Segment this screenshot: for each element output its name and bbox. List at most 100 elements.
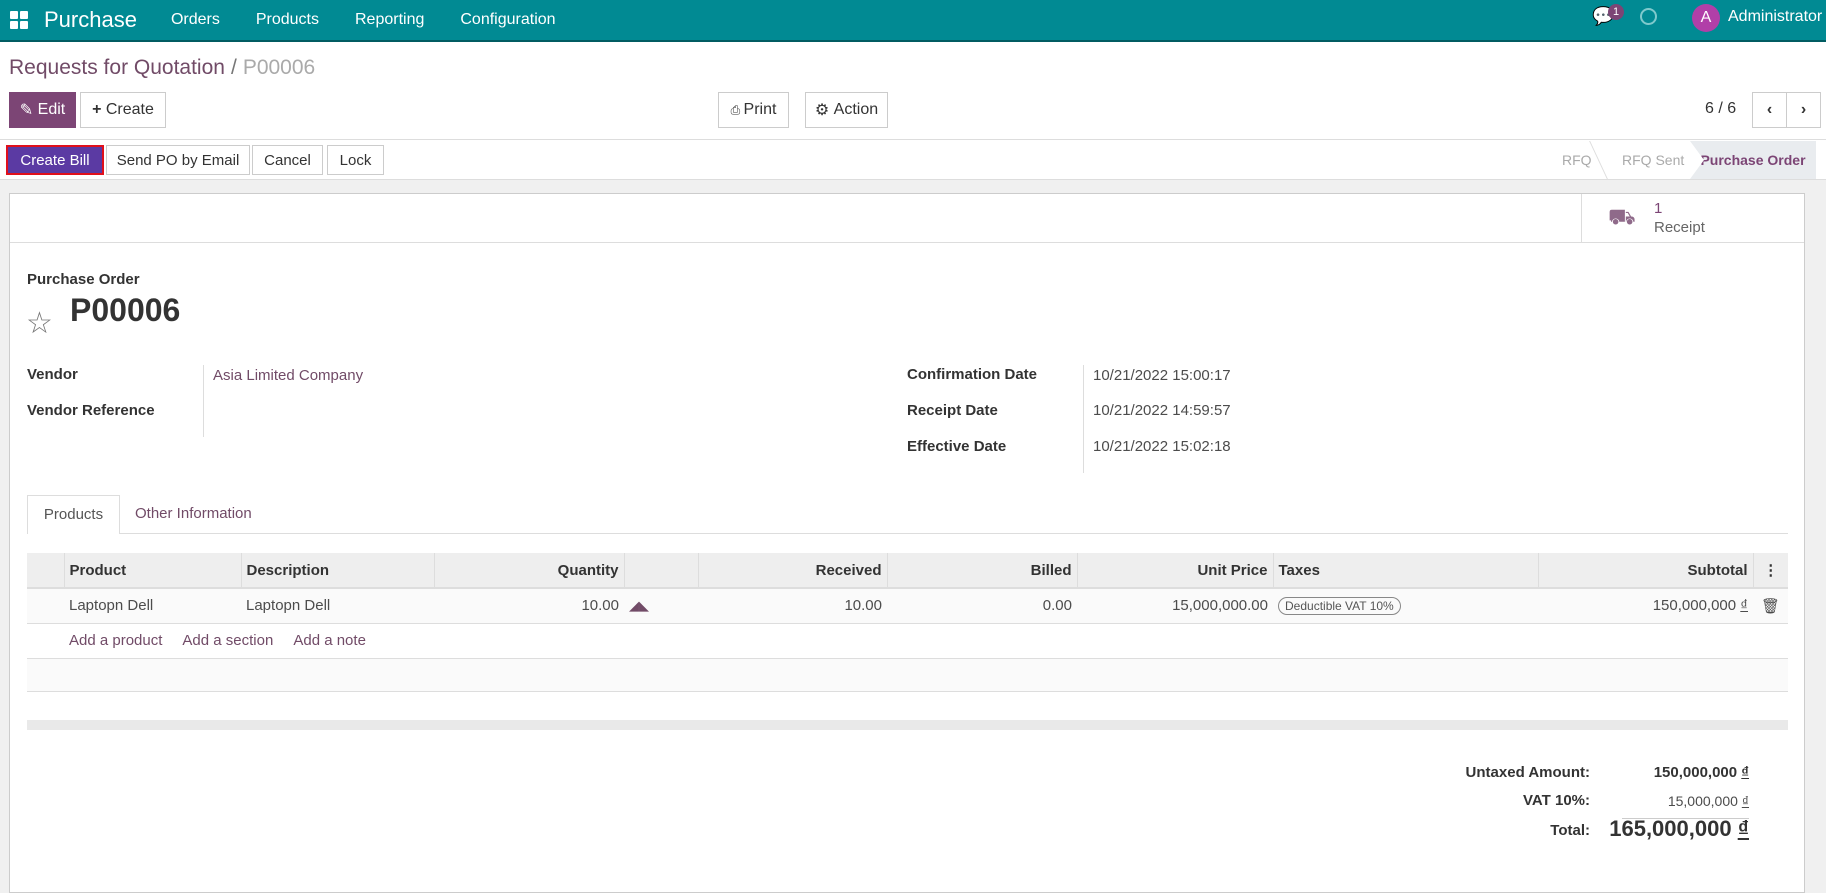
- empty-row: [27, 658, 1788, 692]
- cell-taxes[interactable]: Deductible VAT 10%: [1273, 588, 1538, 624]
- total-divider: [1622, 818, 1749, 819]
- header-subtotal[interactable]: Subtotal: [1537, 553, 1753, 589]
- cell-description[interactable]: Laptopn Dell: [241, 588, 434, 624]
- apps-menu-icon[interactable]: [10, 11, 28, 29]
- user-name[interactable]: Administrator: [1728, 8, 1823, 25]
- print-button[interactable]: ⎙ Print: [718, 92, 789, 128]
- edit-button[interactable]: ✎ Edit: [9, 92, 76, 128]
- gear-icon: ⚙: [814, 102, 834, 119]
- action-label: Action: [833, 101, 879, 118]
- stage-rfq[interactable]: RFQ: [1562, 152, 1592, 168]
- tax-badge: Deductible VAT 10%: [1278, 596, 1401, 615]
- cell-product[interactable]: Laptopn Dell: [64, 588, 241, 624]
- button-box-divider: [10, 242, 1804, 243]
- lock-button[interactable]: Lock: [327, 145, 384, 175]
- tab-other-information[interactable]: Other Information: [135, 505, 252, 522]
- table-footer: [27, 720, 1788, 730]
- header-received[interactable]: Received: [697, 553, 887, 589]
- optional-columns-icon[interactable]: ⋮: [1752, 553, 1788, 589]
- top-navbar: Purchase Orders Products Reporting Confi…: [0, 0, 1826, 42]
- header-unit-price[interactable]: Unit Price: [1076, 553, 1273, 589]
- vendor-reference-label: Vendor Reference: [27, 402, 155, 419]
- tab-products[interactable]: Products: [27, 495, 120, 534]
- pager-previous-button[interactable]: ‹: [1752, 92, 1787, 128]
- pager-next-button[interactable]: ›: [1786, 92, 1821, 128]
- confirmation-date-value: 10/21/2022 15:00:17: [1093, 367, 1231, 384]
- header-description[interactable]: Description: [240, 553, 434, 589]
- pencil-icon: ✎: [19, 102, 38, 119]
- app-name[interactable]: Purchase: [44, 7, 137, 32]
- untaxed-amount-label: Untaxed Amount:: [1465, 764, 1590, 781]
- receipt-smart-button[interactable]: ⛟ 1 Receipt: [1581, 194, 1788, 242]
- create-button[interactable]: + Create: [80, 92, 166, 128]
- total-value: 165,000,000 ₫: [1609, 816, 1749, 841]
- untaxed-amount-value: 150,000,000 ₫: [1653, 764, 1749, 781]
- field-divider: [203, 365, 204, 437]
- row-handle: [27, 588, 64, 624]
- add-product-link[interactable]: Add a product: [69, 632, 163, 649]
- form-type-label: Purchase Order: [27, 271, 140, 288]
- order-name: P00006: [70, 292, 181, 328]
- vendor-value[interactable]: Asia Limited Company: [213, 367, 364, 384]
- menu-orders[interactable]: Orders: [170, 11, 220, 28]
- add-section-link[interactable]: Add a section: [182, 632, 274, 649]
- breadcrumb: Requests for Quotation / P00006: [9, 56, 315, 80]
- header-taxes[interactable]: Taxes: [1272, 553, 1538, 589]
- effective-date-label: Effective Date: [907, 438, 1007, 455]
- header-handle: [27, 553, 64, 589]
- vat-label: VAT 10%:: [1523, 792, 1590, 809]
- header-forecast: [623, 553, 698, 589]
- forecast-chart-icon[interactable]: ◢◣: [624, 588, 698, 624]
- header-billed[interactable]: Billed: [886, 553, 1077, 589]
- subtotal-value: 150,000,000: [1652, 597, 1737, 615]
- form-sheet: [9, 193, 1805, 893]
- cell-received[interactable]: 10.00: [698, 588, 887, 624]
- create-bill-button[interactable]: Create Bill: [6, 145, 104, 175]
- control-panel: [0, 42, 1826, 140]
- receipt-label: Receipt: [1654, 219, 1705, 236]
- menu-products[interactable]: Products: [255, 11, 319, 28]
- breadcrumb-separator: /: [230, 56, 237, 79]
- star-icon[interactable]: ☆: [26, 307, 53, 340]
- menu-reporting[interactable]: Reporting: [355, 11, 425, 28]
- print-icon: ⎙: [730, 102, 744, 117]
- cell-subtotal: 150,000,000 ₫: [1538, 588, 1753, 624]
- create-label: Create: [105, 101, 154, 118]
- menu-configuration[interactable]: Configuration: [460, 11, 556, 28]
- vat-value: 15,000,000 ₫: [1667, 793, 1749, 809]
- cell-billed: 0.00: [887, 588, 1077, 624]
- delete-line-icon[interactable]: 🗑: [1753, 588, 1788, 624]
- action-button[interactable]: ⚙ Action: [805, 92, 888, 128]
- order-lines-table: Product Description Quantity Received Bi…: [27, 553, 1788, 725]
- receipt-date-value: 10/21/2022 14:59:57: [1093, 402, 1231, 419]
- cancel-button[interactable]: Cancel: [252, 145, 323, 175]
- stage-purchase-order: Purchase Order: [1690, 141, 1816, 179]
- stage-rfq-sent[interactable]: RFQ Sent: [1622, 152, 1685, 168]
- header-product[interactable]: Product: [63, 553, 241, 589]
- breadcrumb-parent[interactable]: Requests for Quotation: [9, 56, 225, 79]
- vendor-label: Vendor: [27, 366, 78, 383]
- send-po-by-email-button[interactable]: Send PO by Email: [106, 145, 250, 175]
- field-divider: [1083, 365, 1084, 473]
- confirmation-date-label: Confirmation Date: [907, 366, 1038, 383]
- header-quantity[interactable]: Quantity: [433, 553, 624, 589]
- truck-icon: ⛟: [1608, 204, 1636, 229]
- add-line-row: Add a product Add a section Add a note: [27, 623, 1788, 659]
- cell-unit-price[interactable]: 15,000,000.00: [1077, 588, 1273, 624]
- receipt-date-label: Receipt Date: [907, 402, 998, 419]
- table-row[interactable]: Laptopn Dell Laptopn Dell 10.00 ◢◣ 10.00…: [27, 588, 1788, 624]
- cell-quantity[interactable]: 10.00: [434, 588, 624, 624]
- print-label: Print: [743, 101, 777, 118]
- activity-clock-icon[interactable]: [1640, 8, 1657, 25]
- messages-badge: 1: [1608, 4, 1625, 20]
- breadcrumb-current: P00006: [242, 56, 316, 79]
- plus-icon: +: [92, 101, 106, 118]
- edit-label: Edit: [37, 101, 66, 118]
- effective-date-value: 10/21/2022 15:02:18: [1093, 438, 1231, 455]
- add-note-link[interactable]: Add a note: [293, 632, 366, 649]
- receipt-count: 1: [1654, 200, 1663, 217]
- tabs-divider: [27, 533, 1788, 534]
- total-label: Total:: [1550, 822, 1590, 839]
- avatar[interactable]: A: [1692, 4, 1720, 32]
- pager-value: 6 / 6: [1705, 100, 1737, 117]
